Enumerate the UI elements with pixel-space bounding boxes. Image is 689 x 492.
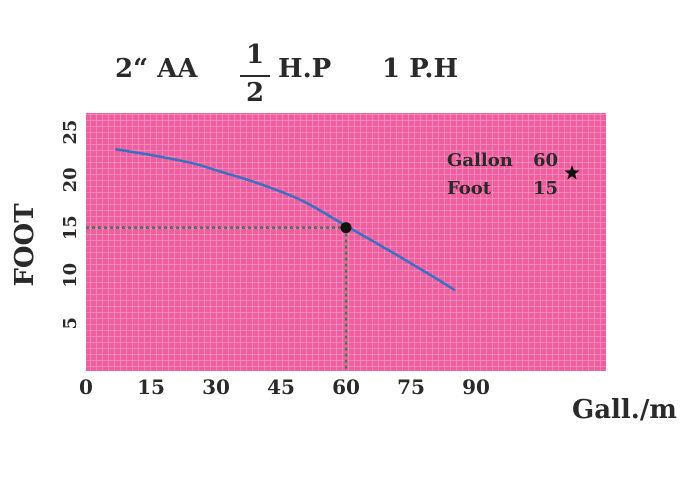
x-tick-label: 15 xyxy=(137,375,165,399)
x-tick-label: 45 xyxy=(267,375,295,399)
pump-curve-line xyxy=(115,148,456,292)
annotation-gallon-label: Gallon xyxy=(447,150,513,171)
x-axis-ticks: 0 15 30 45 60 75 90 xyxy=(79,375,490,399)
phase-label: 1 P.H xyxy=(382,54,459,84)
y-axis-label: FOOT xyxy=(10,203,40,287)
y-axis-ticks: 5 10 15 20 25 xyxy=(60,120,81,330)
annotation-foot-value: 15 xyxy=(533,178,558,199)
y-tick-label: 25 xyxy=(60,120,81,145)
x-tick-label: 90 xyxy=(462,375,490,399)
x-tick-label: 75 xyxy=(397,375,425,399)
x-tick-label: 60 xyxy=(332,375,360,399)
y-tick-label: 20 xyxy=(60,167,81,192)
annotation-foot-label: Foot xyxy=(447,178,492,199)
annotation-gallon-value: 60 xyxy=(533,150,558,171)
y-tick-label: 5 xyxy=(60,317,81,330)
pipe-size-label: 2“ AA xyxy=(115,54,198,84)
y-tick-label: 15 xyxy=(60,215,81,240)
y-tick-label: 10 xyxy=(60,263,81,288)
x-tick-label: 30 xyxy=(202,375,230,399)
operating-point xyxy=(340,222,352,234)
x-axis-label: Gall./m xyxy=(572,395,677,425)
operating-point-annotation: Gallon 60 Foot 15 xyxy=(447,150,580,199)
hp-fraction-denominator: 2 xyxy=(246,78,265,108)
chart-header: 2“ AA 1 2 H.P 1 P.H xyxy=(0,40,689,120)
hp-label: H.P xyxy=(278,54,332,84)
x-tick-label: 0 xyxy=(79,375,93,399)
hp-fraction-numerator: 1 xyxy=(246,40,265,70)
hp-fraction-bar xyxy=(240,75,270,77)
star-icon xyxy=(564,165,580,180)
operating-point-guides xyxy=(86,226,348,371)
